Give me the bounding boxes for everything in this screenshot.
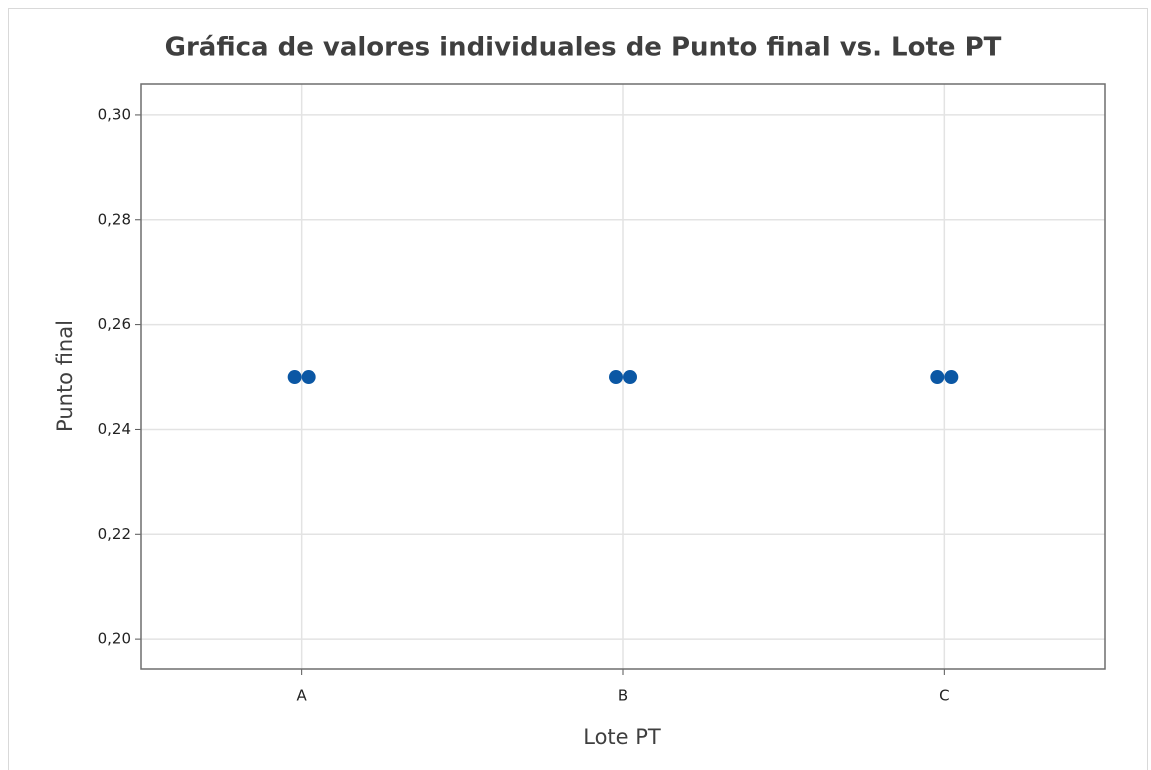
data-point [930, 370, 945, 385]
data-point [301, 370, 316, 385]
outer-frame [8, 8, 1148, 770]
plot-frame [140, 83, 1106, 670]
x-tick-label: B [618, 687, 628, 705]
y-tick-label: 0,20 [98, 630, 131, 648]
data-point [287, 370, 302, 385]
data-point [944, 370, 959, 385]
y-tick-label: 0,28 [98, 210, 131, 228]
x-tick-label: C [939, 687, 949, 705]
y-tick-label: 0,24 [98, 420, 131, 438]
data-point [609, 370, 623, 385]
y-tick-label: 0,26 [98, 315, 131, 333]
x-tick-label: A [297, 687, 308, 705]
y-tick-label: 0,30 [98, 105, 131, 123]
chart-title: Gráfica de valores individuales de Punto… [165, 33, 1002, 63]
y-tick-label: 0,22 [98, 525, 131, 543]
x-axis-label: Lote PT [583, 725, 661, 749]
data-point [623, 370, 637, 385]
y-axis-label: Punto final [53, 320, 77, 432]
